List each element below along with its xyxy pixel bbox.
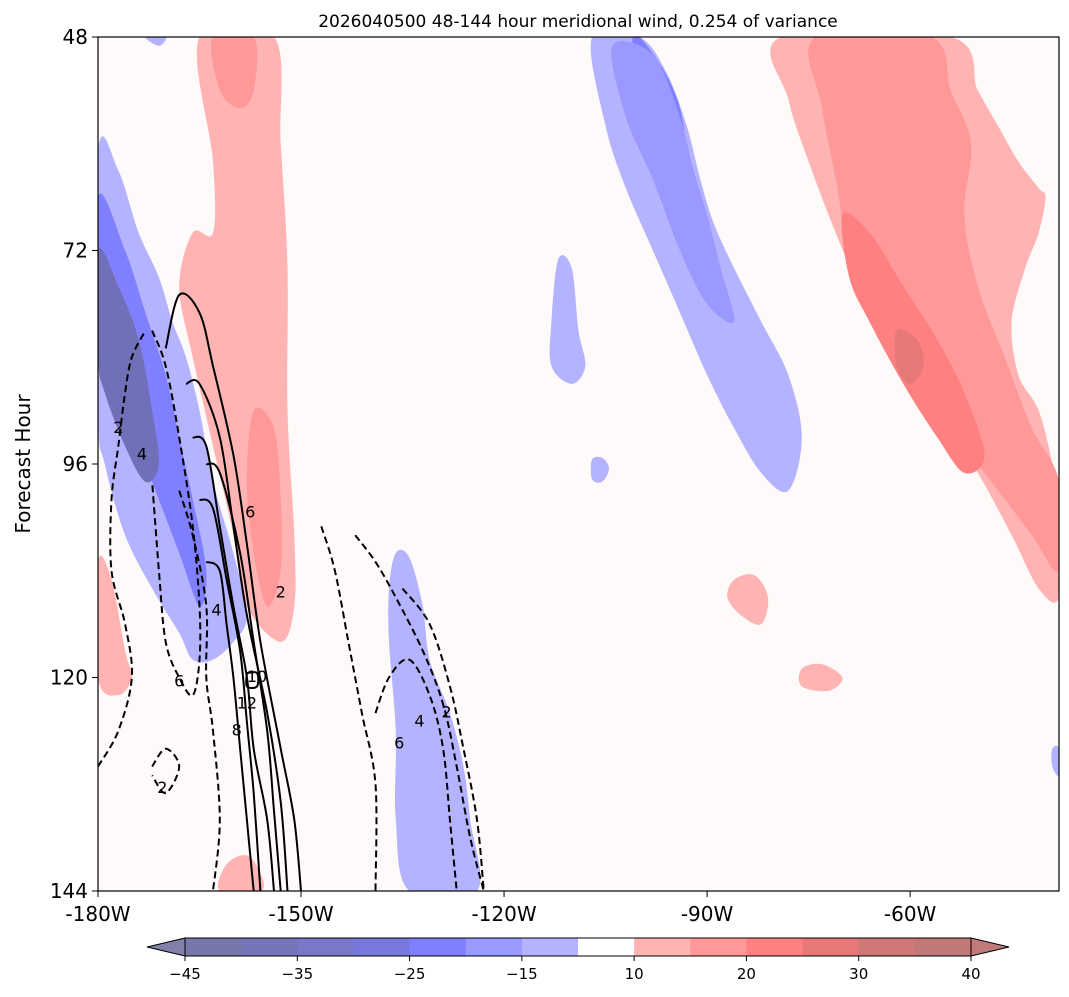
- contour-label-6: 12: [237, 694, 257, 713]
- contour-label-3: 6: [245, 502, 255, 521]
- contour-negative-contour-4: [354, 534, 485, 891]
- colorbar-tick-label: 30: [849, 965, 868, 983]
- colorbar-tick-label: −15: [506, 965, 538, 983]
- x-tick-label: -180W: [65, 902, 130, 926]
- contour-label-9: 4: [414, 711, 424, 730]
- fill-region-blue-deep-west: [98, 248, 160, 483]
- colorbar-swatch: [521, 938, 579, 956]
- colorbar-frame: [184, 937, 972, 957]
- colorbar-tick-label: 20: [737, 965, 756, 983]
- y-tick-label: 48: [63, 25, 88, 49]
- contour-positive-contour-5: [198, 498, 262, 891]
- contour-negative-contour-1: [98, 330, 147, 768]
- colorbar-swatch: [914, 938, 972, 956]
- y-tick-label: 144: [50, 879, 88, 903]
- fill-region-red-deep-east: [894, 329, 924, 384]
- contour-label-7: 8: [232, 720, 242, 739]
- colorbar-tick-label: −35: [281, 965, 313, 983]
- colorbar-swatch: [634, 938, 691, 956]
- fill-region-red-core-nw: [211, 37, 258, 109]
- contour-label-10: 2: [441, 703, 451, 722]
- contour-negative-contour-3: [178, 490, 221, 891]
- colorbar-tick-label: −25: [394, 965, 426, 983]
- colorbar-swatch: [858, 938, 916, 956]
- colorbar-swatch: [802, 938, 860, 956]
- line-contours: [98, 292, 485, 891]
- y-tick-label: 96: [63, 452, 88, 476]
- colorbar-swatch: [746, 938, 804, 956]
- colorbar-tick-label: 10: [625, 965, 644, 983]
- contour-negative-contour-6: [401, 587, 485, 891]
- contour-label-0: 2: [113, 418, 123, 437]
- contour-negative-contour-7: [374, 658, 458, 891]
- x-tick-label: -150W: [268, 902, 333, 926]
- fill-region-red-mid-east: [808, 37, 1059, 573]
- contour-positive-contour-closed: [245, 671, 260, 690]
- fill-region-blue-blob-small: [590, 456, 609, 483]
- chart-title: 2026040500 48-144 hour meridional wind, …: [318, 12, 838, 32]
- fill-region-blue-topleft: [145, 37, 167, 46]
- y-tick-label: 120: [50, 666, 88, 690]
- x-tick-label: -90W: [681, 902, 734, 926]
- fill-region-red-blob-east-1: [727, 574, 769, 625]
- fill-region-red-blob-west-edge: [98, 555, 132, 696]
- colorbar-tick-label: −45: [169, 965, 201, 983]
- colorbar-swatch: [353, 938, 411, 956]
- y-axis-label: Forecast Hour: [11, 394, 35, 534]
- contour-negative-contour-8: [151, 747, 181, 795]
- fill-region-blue-core-west: [98, 193, 207, 607]
- contour-positive-contour-1: [164, 292, 302, 891]
- fill-region-blue-mid-east: [611, 40, 735, 324]
- fill-region-blue-blob-mid: [549, 255, 586, 384]
- contour-negative-contour-5: [320, 526, 378, 891]
- colorbar-swatch: [185, 938, 242, 956]
- fill-region-red-blob-east-2: [798, 663, 843, 692]
- fill-region-red-core-mid: [246, 407, 283, 607]
- contour-label-11: 6: [394, 734, 404, 753]
- colorbar-under-arrow: [146, 937, 186, 957]
- colorbar-swatch: [241, 938, 298, 956]
- colorbar: −45 −35 −25 −15 10 20 30 40: [146, 937, 1010, 983]
- y-axis: 48 72 96 120 144: [50, 25, 98, 903]
- colorbar-over-arrow: [970, 937, 1010, 957]
- colorbar-swatch: [409, 938, 467, 956]
- filled-contours: [98, 37, 1059, 891]
- colorbar-swatch: [578, 938, 635, 956]
- contour-positive-contour-4: [192, 435, 275, 891]
- colorbar-swatch: [690, 938, 747, 956]
- fill-region-blue-band-south: [388, 549, 481, 891]
- colorbar-swatch: [297, 938, 354, 956]
- contour-label-5: 10: [247, 667, 267, 686]
- x-axis: -180W -150W -120W -90W -60W: [65, 891, 937, 926]
- contour-positive-contour-6: [205, 560, 255, 891]
- contour-label-2: 6: [174, 671, 184, 690]
- contour-label-12: 2: [157, 778, 167, 797]
- colorbar-tick-label: 40: [961, 965, 980, 983]
- x-tick-label: -120W: [471, 902, 536, 926]
- y-tick-label: 72: [63, 239, 88, 263]
- contour-positive-contour-3: [205, 462, 282, 891]
- x-tick-label: -60W: [884, 902, 937, 926]
- colorbar-swatch: [465, 938, 523, 956]
- contour-negative-contour-2: [151, 330, 202, 697]
- contour-label-4: 2: [276, 582, 286, 601]
- contour-label-8: 4: [211, 600, 221, 619]
- contour-label-1: 4: [137, 445, 147, 464]
- fill-region-blue-corner-se: [1051, 745, 1059, 777]
- contour-positive-contour-2: [185, 378, 289, 891]
